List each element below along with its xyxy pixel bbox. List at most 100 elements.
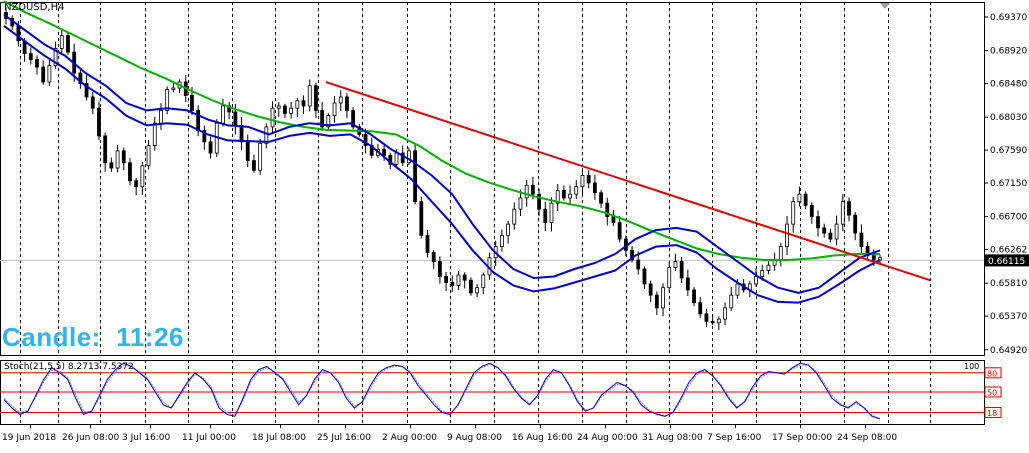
main-panel xyxy=(0,2,985,425)
candle-body xyxy=(809,205,814,218)
candle-body xyxy=(320,110,325,128)
price-axis: 0.69370 0.68920 0.68480 0.68030 0.67590 0.671… xyxy=(984,13,1029,356)
candle-body xyxy=(561,190,566,199)
candle-body xyxy=(128,162,132,182)
x-tick-label: 2 Aug 00:00 xyxy=(382,433,437,443)
candle-body xyxy=(53,47,58,66)
candle-body xyxy=(754,276,758,285)
candle-body xyxy=(797,193,802,203)
y-tick-label: 0.68480 xyxy=(990,80,1027,90)
candle-body xyxy=(208,141,213,154)
candle-body xyxy=(289,107,294,114)
y-tick-label: 0.68030 xyxy=(990,113,1027,123)
candle-body xyxy=(221,105,225,124)
trendline xyxy=(325,81,931,282)
candle-body xyxy=(816,216,820,229)
x-tick-label: 11 Jul 00:00 xyxy=(182,433,236,443)
candle-body xyxy=(605,202,610,218)
x-tick-label: 26 Jun 08:00 xyxy=(62,433,119,443)
candle-body xyxy=(785,223,789,247)
candle-body xyxy=(847,201,851,216)
candle-body xyxy=(394,152,399,165)
candle-body xyxy=(140,165,145,188)
candle-body xyxy=(134,180,139,188)
candle-body xyxy=(307,85,312,107)
candle-body xyxy=(636,259,641,270)
candle-body xyxy=(580,175,585,188)
time-axis: 19 Jun 2018 26 Jun 08:00 3 Jul 16:00 11 Jul… xyxy=(2,424,897,443)
stoch-level-tag xyxy=(984,386,1002,398)
candle-body xyxy=(90,96,95,109)
candle-body xyxy=(314,85,318,111)
candle-body xyxy=(456,274,461,286)
candle-body xyxy=(530,184,535,195)
candle-body xyxy=(152,122,157,146)
stoch-level-label: 80 xyxy=(987,369,997,378)
x-tick-label: 31 Aug 08:00 xyxy=(642,433,703,443)
candle-body xyxy=(661,287,665,309)
candle-body xyxy=(245,141,250,161)
candle-body xyxy=(345,96,349,111)
candle-body xyxy=(481,274,486,289)
candle-body xyxy=(47,65,52,83)
candle-body xyxy=(859,232,864,247)
candle-body xyxy=(462,274,467,281)
y-tick-label: 0.66700 xyxy=(990,213,1027,223)
y-tick-label: 0.64920 xyxy=(990,346,1027,356)
candle-body xyxy=(450,282,455,286)
candle-body xyxy=(568,193,572,199)
candle-body xyxy=(283,105,287,114)
candle-body xyxy=(729,294,734,309)
candle-body xyxy=(97,107,101,137)
candle-body xyxy=(692,289,696,304)
candle-body xyxy=(363,133,368,146)
main-panel-border xyxy=(0,2,985,356)
y-tick-label: 0.69370 xyxy=(990,13,1027,23)
candle-body xyxy=(518,197,523,210)
candle-body xyxy=(41,66,46,83)
stoch-level-label: 18 xyxy=(987,409,997,418)
symbol-label: NZDUSD,H4 xyxy=(4,2,65,13)
candle-body xyxy=(716,318,721,324)
candle-body xyxy=(667,267,672,289)
x-tick-label: 7 Sep 16:00 xyxy=(707,433,762,443)
x-tick-label: 18 Jul 08:00 xyxy=(252,433,306,443)
candle-body xyxy=(840,201,845,225)
candle-body xyxy=(574,186,579,195)
candle-body xyxy=(791,201,796,225)
candle-body xyxy=(760,270,765,277)
current-price-label: 0.66115 xyxy=(988,257,1025,267)
candle-body xyxy=(735,283,740,296)
candle-body xyxy=(407,150,411,164)
candle-body xyxy=(252,160,256,171)
y-tick-label: 0.67590 xyxy=(990,146,1027,156)
stoch-level-label: 50 xyxy=(987,389,997,398)
candle-body xyxy=(382,148,387,156)
candle-body xyxy=(766,264,771,271)
candle-body xyxy=(468,279,473,294)
y-tick-label: 0.65810 xyxy=(990,279,1027,289)
candle-body xyxy=(853,214,858,234)
x-tick-label: 24 Sep 08:00 xyxy=(837,433,897,443)
timer-value: 11:26 xyxy=(116,322,184,352)
candle-body xyxy=(592,182,597,194)
candle-body xyxy=(419,201,424,236)
candle-body xyxy=(723,307,727,320)
candle-body xyxy=(400,152,405,164)
candle-body xyxy=(679,261,684,279)
candle-body xyxy=(202,130,207,143)
candle-body xyxy=(698,302,703,315)
timer-label: Candle: xyxy=(2,322,101,352)
candle-body xyxy=(59,35,64,49)
candle-body xyxy=(258,142,263,171)
chart-shift-triangle xyxy=(880,3,890,9)
candle-body xyxy=(685,277,690,291)
x-tick-label: 19 Jun 2018 xyxy=(2,433,56,443)
candle-body xyxy=(109,162,114,169)
candle-body xyxy=(165,89,170,111)
candle-body xyxy=(803,193,808,206)
candle-body xyxy=(537,193,541,210)
x-tick-label: 17 Sep 00:00 xyxy=(772,433,832,443)
stoch-level-tag xyxy=(984,406,1002,418)
